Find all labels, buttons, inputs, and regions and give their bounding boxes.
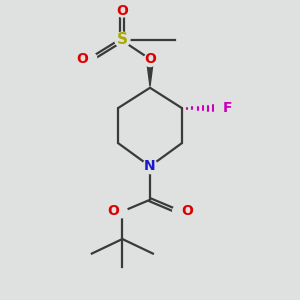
Text: O: O: [116, 4, 128, 18]
Text: S: S: [117, 32, 128, 47]
Text: N: N: [144, 159, 156, 173]
Circle shape: [115, 32, 130, 47]
Polygon shape: [147, 61, 153, 86]
Text: F: F: [223, 101, 232, 115]
Circle shape: [143, 159, 157, 174]
Text: O: O: [145, 52, 157, 66]
Text: O: O: [107, 204, 119, 218]
Circle shape: [215, 102, 227, 114]
Circle shape: [173, 205, 185, 218]
Circle shape: [84, 52, 97, 65]
Text: O: O: [181, 204, 193, 218]
Circle shape: [144, 54, 156, 67]
Text: O: O: [76, 52, 88, 66]
Circle shape: [116, 4, 129, 17]
Circle shape: [115, 205, 127, 218]
